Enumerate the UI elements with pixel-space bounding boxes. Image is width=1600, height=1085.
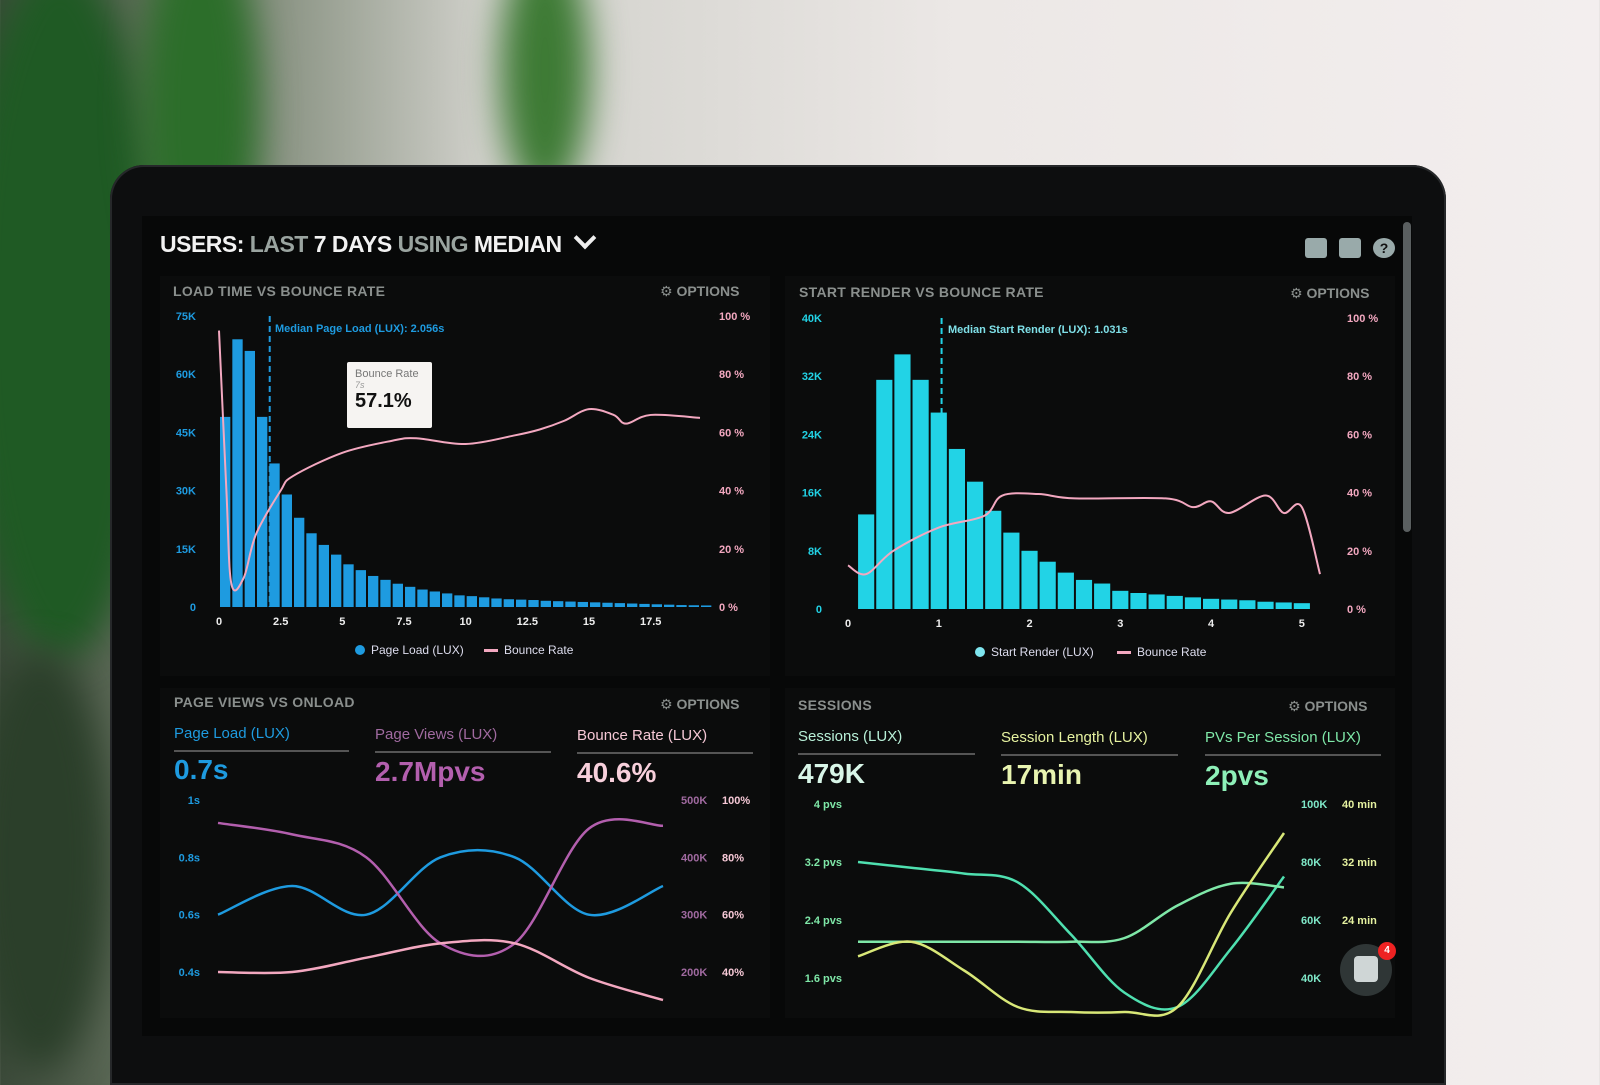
legend-item[interactable]: Page Load (LUX)	[355, 643, 464, 657]
metric-value: 40.6%	[577, 757, 657, 788]
chat-icon	[1354, 956, 1378, 982]
panel-title: SESSIONS	[798, 697, 872, 713]
scrollbar[interactable]	[1403, 222, 1411, 532]
metric-value: 2.7Mpvs	[375, 756, 486, 787]
options-label: OPTIONS	[1306, 285, 1370, 301]
legend-item[interactable]: Start Render (LUX)	[975, 645, 1094, 659]
tooltip-title: Bounce Rate	[355, 368, 419, 380]
options-label: OPTIONS	[1304, 698, 1368, 714]
legend-label: Start Render (LUX)	[991, 645, 1094, 659]
legend-label: Bounce Rate	[1137, 645, 1207, 659]
options-button[interactable]: ⚙ OPTIONS	[1290, 285, 1370, 301]
panel-load-time	[160, 276, 770, 676]
dashboard-title[interactable]: USERS: LAST 7 DAYS USING MEDIAN	[160, 226, 597, 258]
legend-label: Page Load (LUX)	[371, 643, 464, 657]
plant-leaf	[0, 650, 110, 1070]
panel-title: PAGE VIEWS VS ONLOAD	[174, 694, 355, 710]
metric-value: 17min	[1001, 759, 1082, 790]
panel-title: START RENDER VS BOUNCE RATE	[799, 284, 1044, 300]
metric-value: 0.7s	[174, 754, 229, 785]
legend-item[interactable]: Bounce Rate	[1117, 645, 1206, 659]
chat-widget-button[interactable]: 4	[1340, 942, 1396, 996]
options-label: OPTIONS	[676, 696, 740, 712]
title-period: 7 DAYS	[313, 231, 392, 257]
metric-name: Bounce Rate (LUX)	[577, 727, 753, 754]
legend-label: Bounce Rate	[504, 643, 574, 657]
options-button[interactable]: ⚙ OPTIONS	[1288, 698, 1368, 714]
legend-item[interactable]: Bounce Rate	[484, 643, 573, 657]
metric-value: 2pvs	[1205, 760, 1269, 791]
legend-dot-icon	[355, 645, 365, 655]
title-aggregation: MEDIAN	[473, 231, 562, 257]
median-annotation: Median Page Load (LUX): 2.056s	[275, 323, 445, 335]
monitor-icon[interactable]	[1305, 238, 1327, 258]
metric-name: Session Length (LUX)	[1001, 729, 1178, 756]
legend-line-icon	[1117, 650, 1131, 654]
options-label: OPTIONS	[676, 283, 740, 299]
median-annotation: Median Start Render (LUX): 1.031s	[948, 324, 1128, 336]
options-button[interactable]: ⚙ OPTIONS	[660, 283, 740, 299]
metric-value: 479K	[798, 758, 865, 789]
notification-badge: 4	[1378, 942, 1396, 960]
tooltip: Bounce Rate 7s 57.1%	[347, 362, 432, 428]
metric-name: Page Views (LUX)	[375, 726, 551, 753]
tooltip-sub: 7s	[355, 380, 365, 390]
title-users: USERS:	[160, 231, 244, 257]
legend-dot-icon	[975, 647, 985, 657]
options-button[interactable]: ⚙ OPTIONS	[660, 696, 740, 712]
title-last: LAST	[249, 231, 309, 257]
metric-name: Page Load (LUX)	[174, 725, 349, 752]
panel-title: LOAD TIME VS BOUNCE RATE	[173, 283, 386, 299]
help-icon[interactable]: ?	[1373, 238, 1395, 258]
title-using: USING	[397, 231, 469, 257]
legend-line-icon	[484, 648, 498, 652]
chevron-down-icon[interactable]	[574, 226, 597, 250]
share-icon[interactable]	[1339, 238, 1361, 258]
metric-name: PVs Per Session (LUX)	[1205, 729, 1381, 756]
panel-start-render	[785, 276, 1395, 676]
tooltip-value: 57.1%	[355, 390, 412, 412]
metric-name: Sessions (LUX)	[798, 728, 975, 755]
